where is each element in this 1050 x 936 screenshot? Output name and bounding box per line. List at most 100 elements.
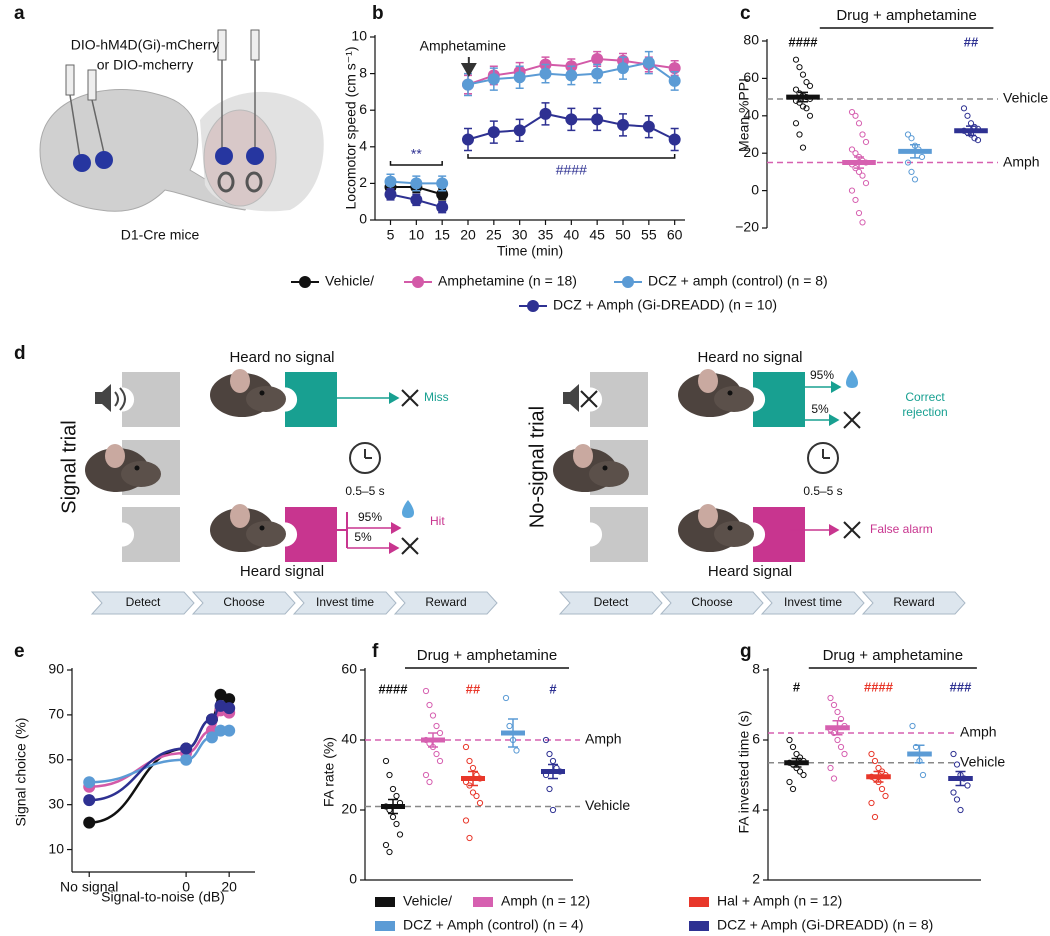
data-point <box>642 120 655 133</box>
individual-point <box>852 150 859 157</box>
individual-point <box>796 754 804 761</box>
water-drop <box>402 500 414 518</box>
individual-point <box>546 750 553 758</box>
y-axis-label: FA invested time (s) <box>736 711 752 834</box>
step-label: Reward <box>425 595 466 609</box>
port-heading: Heard signal <box>708 563 792 580</box>
data-point <box>668 133 681 146</box>
individual-point <box>506 722 513 730</box>
injection-site <box>73 154 91 172</box>
mouse-eye <box>259 390 265 396</box>
individual-point <box>974 137 982 144</box>
y-tick-label: 70 <box>48 706 64 722</box>
cross <box>401 389 419 407</box>
port-box-nosignal <box>753 372 805 427</box>
y-tick-label: −20 <box>735 219 759 235</box>
panel-label: c <box>740 3 751 24</box>
legend-label: Hal + Amph (n = 12) <box>717 893 842 909</box>
step-label: Reward <box>893 595 934 609</box>
individual-point <box>786 736 793 744</box>
individual-point <box>469 764 477 772</box>
cross <box>843 411 861 429</box>
data-point <box>83 776 96 789</box>
individual-point <box>852 196 859 204</box>
individual-point <box>513 747 520 754</box>
individual-point <box>502 694 510 702</box>
legend-label: DCZ + Amph (control) (n = 4) <box>403 917 584 933</box>
legend-label: Amphetamine (n = 18) <box>438 273 577 289</box>
step-chevron <box>90 591 195 615</box>
data-point <box>223 724 236 737</box>
step-chevron <box>861 591 966 615</box>
port-box-nosignal <box>285 372 337 427</box>
data-point <box>205 713 218 726</box>
outcome-label: Correct <box>905 390 945 404</box>
individual-point <box>855 168 863 175</box>
individual-point <box>466 834 473 842</box>
data-point <box>384 188 397 201</box>
sound-wave <box>119 387 126 411</box>
individual-point <box>855 209 863 217</box>
significance-bracket <box>467 154 676 159</box>
individual-point <box>542 736 550 744</box>
data-point <box>513 71 526 84</box>
y-tick-label: 10 <box>351 28 367 44</box>
individual-point <box>803 105 810 112</box>
individual-point <box>859 172 866 179</box>
y-tick-label: 8 <box>359 64 367 80</box>
individual-point <box>393 820 400 828</box>
panel-label: g <box>740 641 752 662</box>
individual-point <box>957 806 964 814</box>
individual-point <box>462 743 470 751</box>
outcome-label: Miss <box>424 390 449 404</box>
step-chevron <box>659 591 764 615</box>
x-tick-label: 55 <box>641 227 657 243</box>
mouse-head <box>246 386 286 412</box>
individual-point <box>911 176 919 183</box>
individual-point <box>837 743 845 751</box>
individual-point <box>912 743 920 751</box>
y-tick-label: 20 <box>743 144 759 160</box>
individual-point <box>796 64 803 71</box>
step-label: Choose <box>223 595 265 609</box>
data-point <box>642 56 655 69</box>
individual-point <box>800 771 807 779</box>
mouse-head <box>589 461 629 487</box>
reference-label: Amph <box>960 724 997 740</box>
port-box <box>590 372 648 427</box>
syringe-body <box>87 69 97 101</box>
individual-point <box>859 219 866 226</box>
individual-point <box>422 687 430 695</box>
individual-point <box>862 138 870 146</box>
significance-label: #### <box>556 162 587 178</box>
syringe-needle <box>69 94 81 159</box>
reference-label: Amph <box>1003 153 1040 169</box>
data-point <box>591 67 604 80</box>
x-tick-label: 25 <box>486 227 502 243</box>
data-point <box>180 753 193 766</box>
individual-point <box>433 722 440 730</box>
individual-point <box>871 813 879 821</box>
individual-point <box>827 764 834 772</box>
x-tick-label: 60 <box>667 227 683 243</box>
data-point <box>462 133 474 146</box>
individual-point <box>796 768 804 775</box>
annotation: Amphetamine <box>420 38 507 54</box>
data-point <box>617 62 629 75</box>
individual-point <box>436 729 444 737</box>
x-tick-label: 15 <box>434 227 450 243</box>
x-tick-label: 10 <box>409 227 425 243</box>
data-point <box>214 724 227 737</box>
cross <box>401 537 419 555</box>
data-point <box>591 113 604 126</box>
individual-point <box>799 144 807 151</box>
individual-point <box>549 806 557 814</box>
port-heading: Heard no signal <box>229 349 334 366</box>
probability: 5% <box>811 402 829 416</box>
individual-point <box>964 112 971 119</box>
mouse-eye <box>602 465 608 471</box>
port-box <box>122 372 180 427</box>
individual-point <box>953 761 961 768</box>
legend-label: DCZ + amph (control) (n = 8) <box>648 273 828 289</box>
individual-point <box>852 112 859 119</box>
